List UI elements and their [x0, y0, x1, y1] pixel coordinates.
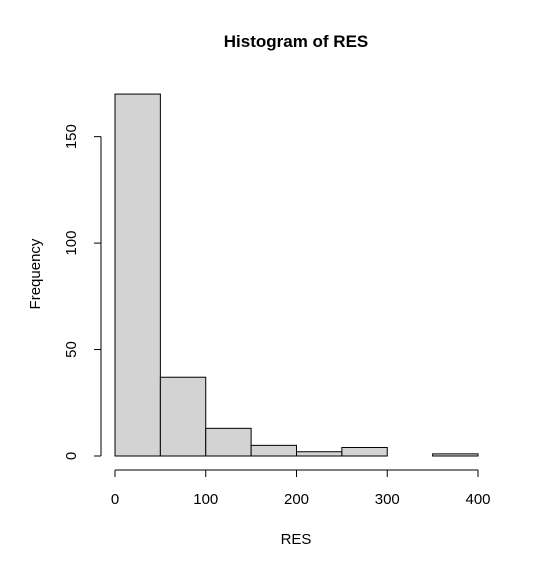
x-tick-label: 0 [111, 491, 119, 508]
y-tick-label: 50 [63, 341, 80, 358]
histogram-bar [250, 444, 297, 457]
histogram-bar [114, 93, 161, 457]
x-axis-label: RES [281, 531, 312, 548]
y-ticks: 0 50 100 150 [63, 124, 101, 460]
histogram-bar [432, 453, 479, 457]
histogram-bar [341, 446, 388, 457]
x-axis: 0 100 200 300 400 [111, 469, 491, 508]
x-tick-label: 100 [193, 491, 218, 508]
x-tick-label: 400 [465, 491, 490, 508]
x-tick-label: 300 [375, 491, 400, 508]
histogram-bar [296, 451, 343, 457]
bars-group [114, 93, 479, 457]
y-tick-label: 150 [63, 124, 80, 149]
y-tick-label: 0 [63, 452, 80, 460]
x-ticks: 0 100 200 300 400 [111, 470, 491, 508]
histogram-bar [205, 427, 252, 457]
y-axis-label: Frequency [27, 238, 44, 309]
y-axis: 0 50 100 150 [63, 124, 102, 460]
y-tick-label: 100 [63, 231, 80, 256]
histogram-bar [159, 376, 207, 457]
chart-title: Histogram of RES [224, 32, 369, 51]
x-tick-label: 200 [284, 491, 309, 508]
